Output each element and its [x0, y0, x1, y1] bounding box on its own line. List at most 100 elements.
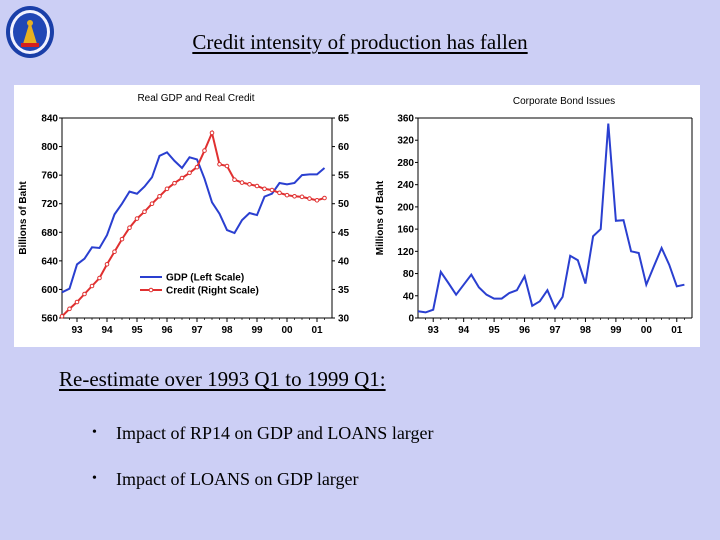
x-tick-label: 00: [281, 325, 293, 336]
x-tick-label: 97: [191, 325, 203, 336]
credit-data-point: [74, 299, 80, 305]
x-tick-label: 01: [671, 325, 683, 336]
y-tick-label: 560: [41, 314, 58, 325]
y-tick-label: 840: [41, 114, 58, 125]
credit-data-point: [284, 192, 290, 198]
right-y-tick-label: 50: [338, 199, 350, 210]
credit-data-point: [314, 197, 320, 203]
right-y-tick-label: 40: [338, 256, 350, 267]
right-y-tick-label: 60: [338, 142, 350, 153]
legend-label: Credit (Right Scale): [166, 286, 259, 297]
credit-data-point: [127, 225, 132, 231]
credit-data-point: [299, 194, 305, 200]
credit-data-point: [254, 183, 260, 189]
credit-data-point: [134, 216, 140, 221]
x-tick-label: 99: [251, 325, 263, 336]
credit-data-point: [262, 186, 267, 192]
right-y-tick-label: 65: [338, 114, 350, 125]
central-bank-seal-icon: [6, 6, 54, 58]
slide-title: Credit intensity of production has falle…: [192, 30, 528, 54]
credit-data-point: [164, 186, 170, 192]
credit-data-point: [59, 313, 65, 319]
chart-title: Corporate Bond Issues: [513, 96, 615, 107]
y-tick-label: 720: [41, 199, 58, 210]
credit-data-point: [97, 275, 102, 281]
x-tick-label: 99: [610, 325, 622, 336]
bullet-glyph: •: [92, 425, 97, 440]
x-tick-label: 95: [489, 325, 501, 336]
bond-series-line: [417, 123, 685, 314]
credit-data-point: [67, 306, 72, 312]
credit-data-point: [157, 193, 162, 199]
bullet-list: • Impact of RP14 on GDP and LOANS larger …: [92, 418, 433, 510]
credit-data-point: [232, 177, 237, 183]
y-tick-label: 200: [397, 202, 414, 213]
gdp-series-line: [61, 151, 326, 294]
credit-data-point: [89, 283, 95, 289]
credit-data-point: [82, 291, 87, 297]
right-y-tick-label: 30: [338, 314, 350, 325]
credit-data-point: [277, 190, 282, 196]
credit-data-point: [187, 170, 192, 176]
y-tick-label: 760: [41, 171, 58, 182]
x-tick-label: 95: [131, 325, 143, 336]
right-chart-panel: [376, 85, 700, 347]
credit-data-point: [104, 261, 110, 267]
chart-title: Real GDP and Real Credit: [137, 93, 254, 104]
x-tick-label: 97: [549, 325, 561, 336]
charts-svg: Real GDP and Real Credit Billions of Baht…: [14, 85, 700, 347]
y-tick-label: 640: [41, 256, 58, 267]
y-tick-label: 800: [41, 142, 58, 153]
y-tick-label: 40: [403, 291, 415, 302]
credit-data-point: [202, 148, 207, 153]
bullet-item: • Impact of LOANS on GDP larger: [92, 464, 433, 494]
credit-data-point: [322, 195, 327, 201]
x-tick-label: 96: [519, 325, 531, 336]
y-axis-label: Billions of Baht: [18, 181, 29, 255]
credit-data-point: [224, 163, 230, 169]
credit-data-point: [247, 181, 252, 187]
y-tick-label: 280: [397, 158, 414, 169]
credit-data-point: [112, 249, 117, 255]
y-tick-label: 120: [397, 247, 414, 258]
y-tick-label: 320: [397, 136, 414, 147]
subheading: Re-estimate over 1993 Q1 to 1999 Q1:: [59, 367, 386, 391]
credit-data-point: [269, 187, 275, 193]
credit-data-point: [217, 161, 222, 167]
credit-data-point: [209, 130, 215, 136]
x-tick-label: 93: [71, 325, 83, 336]
x-tick-label: 93: [428, 325, 440, 336]
right-y-tick-label: 45: [338, 228, 350, 239]
y-tick-label: 0: [408, 314, 414, 325]
y-tick-label: 680: [41, 228, 58, 239]
x-tick-label: 98: [221, 325, 233, 336]
credit-data-point: [149, 201, 155, 207]
legend-swatch-marker: [148, 287, 154, 293]
x-tick-label: 94: [101, 325, 113, 336]
y-tick-label: 80: [403, 269, 415, 280]
right-y-tick-label: 35: [338, 285, 350, 296]
x-tick-label: 00: [641, 325, 653, 336]
right-y-tick-label: 55: [338, 171, 350, 182]
credit-data-point: [292, 193, 297, 199]
y-tick-label: 160: [397, 225, 414, 236]
bullet-text: Impact of LOANS on GDP larger: [116, 469, 359, 489]
bullet-item: • Impact of RP14 on GDP and LOANS larger: [92, 418, 433, 448]
legend-label: GDP (Left Scale): [166, 273, 244, 284]
credit-data-point: [179, 175, 185, 181]
x-tick-label: 01: [311, 325, 323, 336]
y-axis-label: Millions of Baht: [375, 180, 386, 255]
x-tick-label: 98: [580, 325, 592, 336]
y-tick-label: 240: [397, 180, 414, 191]
credit-data-point: [239, 180, 245, 185]
y-tick-label: 360: [397, 114, 414, 125]
bullet-glyph: •: [92, 471, 97, 486]
credit-data-point: [119, 236, 125, 242]
credit-data-point: [172, 180, 177, 186]
credit-data-point: [307, 196, 312, 201]
x-tick-label: 96: [161, 325, 173, 336]
bullet-text: Impact of RP14 on GDP and LOANS larger: [116, 423, 434, 443]
x-tick-label: 94: [458, 325, 470, 336]
y-tick-label: 600: [41, 285, 58, 296]
credit-data-point: [194, 164, 200, 170]
